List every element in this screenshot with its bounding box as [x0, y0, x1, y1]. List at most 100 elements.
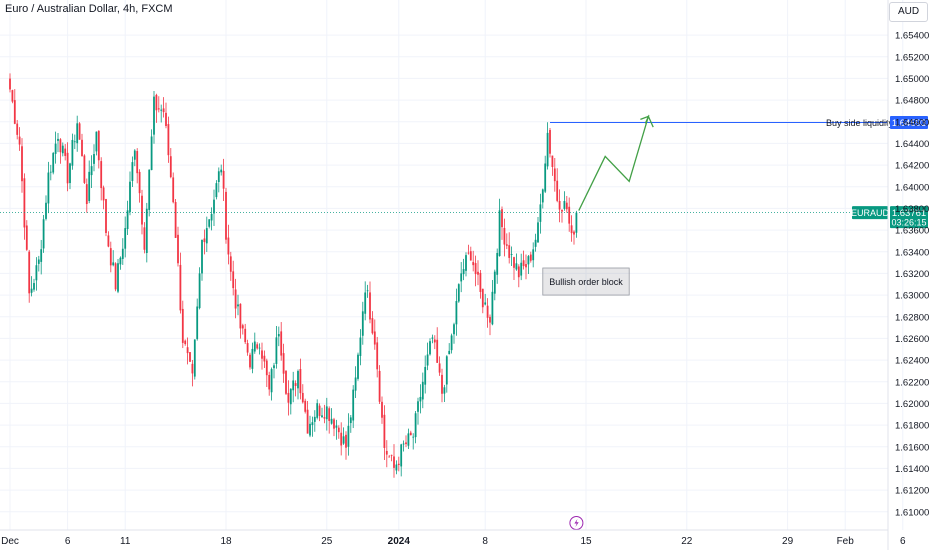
candle[interactable] [239, 303, 242, 339]
candle[interactable] [35, 257, 38, 291]
candle[interactable] [193, 339, 196, 380]
candle[interactable] [400, 443, 403, 477]
candle[interactable] [433, 335, 436, 350]
candle[interactable] [40, 239, 43, 275]
candle[interactable] [513, 256, 515, 280]
candle[interactable] [203, 229, 206, 255]
candle[interactable] [575, 210, 578, 238]
candle[interactable] [364, 281, 367, 321]
candle[interactable] [189, 351, 191, 363]
candle[interactable] [438, 356, 441, 376]
candle[interactable] [563, 191, 566, 211]
candle[interactable] [196, 298, 199, 341]
currency-button[interactable]: AUD [889, 2, 928, 22]
candle[interactable] [544, 155, 547, 194]
candle[interactable] [131, 156, 134, 187]
candle[interactable] [16, 119, 19, 140]
candle[interactable] [469, 246, 472, 261]
candle[interactable] [64, 144, 67, 161]
candle[interactable] [162, 97, 165, 118]
candle[interactable] [117, 258, 119, 294]
candle[interactable] [244, 323, 247, 345]
candle[interactable] [280, 322, 283, 361]
candle[interactable] [565, 196, 568, 213]
candle[interactable] [484, 293, 487, 306]
candle[interactable] [376, 336, 379, 378]
candle[interactable] [165, 102, 167, 129]
candle[interactable] [33, 278, 35, 292]
candle[interactable] [342, 427, 345, 445]
candle[interactable] [335, 419, 338, 440]
candle[interactable] [232, 260, 235, 296]
candle[interactable] [448, 343, 451, 355]
candle[interactable] [407, 428, 410, 450]
candle[interactable] [177, 226, 179, 267]
candle[interactable] [558, 189, 561, 223]
candle[interactable] [169, 148, 172, 179]
candle[interactable] [241, 323, 244, 335]
candle[interactable] [383, 405, 386, 461]
candle[interactable] [340, 422, 343, 456]
candle[interactable] [297, 369, 299, 400]
candle[interactable] [479, 269, 482, 299]
candle[interactable] [395, 460, 398, 475]
candle[interactable] [273, 362, 275, 379]
time-axis[interactable]: Dec 6 11 18 25 2024 8 15 22 29 Feb 6 [1, 536, 906, 547]
candle[interactable] [52, 151, 55, 175]
candle[interactable] [253, 332, 256, 354]
candle[interactable] [325, 397, 328, 431]
candle[interactable] [217, 167, 220, 193]
candle[interactable] [505, 233, 508, 250]
candle[interactable] [59, 138, 62, 164]
candle[interactable] [498, 198, 501, 257]
candle[interactable] [145, 202, 148, 263]
candle[interactable] [30, 276, 33, 297]
candle[interactable] [467, 244, 470, 255]
candle[interactable] [45, 195, 47, 221]
candle[interactable] [405, 435, 407, 448]
candle[interactable] [397, 456, 400, 472]
candle[interactable] [409, 430, 412, 436]
candle[interactable] [429, 338, 431, 356]
candle[interactable] [143, 222, 146, 254]
candle[interactable] [69, 162, 71, 190]
candle[interactable] [138, 169, 141, 203]
candle[interactable] [373, 319, 376, 350]
candle[interactable] [366, 284, 369, 298]
candle[interactable] [37, 255, 40, 272]
candle[interactable] [263, 350, 266, 368]
candle[interactable] [249, 352, 251, 370]
candle[interactable] [477, 260, 479, 286]
candle[interactable] [553, 157, 556, 192]
candle[interactable] [316, 399, 319, 420]
candle[interactable] [97, 130, 100, 169]
candle[interactable] [501, 206, 503, 240]
candle[interactable] [28, 249, 31, 303]
candle[interactable] [105, 198, 107, 237]
candle[interactable] [148, 169, 151, 217]
candle[interactable] [311, 416, 314, 437]
candle[interactable] [277, 326, 280, 347]
candle[interactable] [270, 367, 273, 401]
candle[interactable] [465, 252, 467, 277]
candle[interactable] [88, 160, 91, 204]
price-axis[interactable]: 1.65400 1.65200 1.65000 1.64800 1.64600 1.644… [895, 31, 929, 519]
candle[interactable] [441, 368, 443, 403]
candle[interactable] [201, 239, 203, 281]
lightning-icon[interactable] [569, 516, 584, 530]
candle[interactable] [525, 254, 527, 280]
candle[interactable] [549, 128, 551, 158]
candle[interactable] [179, 252, 182, 314]
candle[interactable] [419, 384, 422, 414]
candle[interactable] [73, 134, 76, 150]
candle[interactable] [402, 440, 405, 452]
candle[interactable] [388, 455, 391, 458]
candle[interactable] [551, 155, 554, 176]
candle[interactable] [299, 358, 302, 400]
candle[interactable] [174, 198, 177, 238]
candle[interactable] [172, 172, 175, 204]
candle[interactable] [321, 407, 323, 418]
candle[interactable] [261, 342, 263, 370]
candle[interactable] [66, 142, 69, 192]
